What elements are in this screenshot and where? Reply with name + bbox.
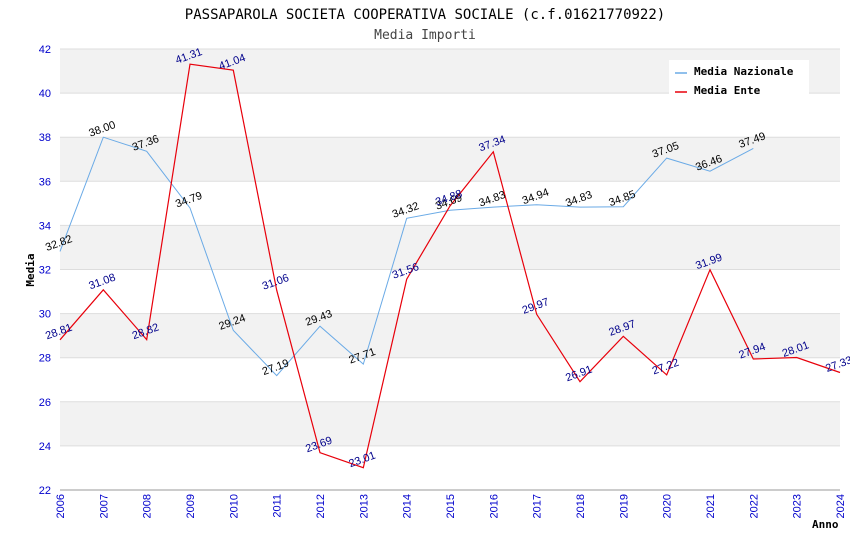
series-line-media-nazionale (59, 136, 754, 377)
y-tick-label: 22 (39, 485, 51, 497)
y-axis-label: Media (24, 253, 37, 286)
x-tick-label: 2007 (98, 494, 110, 518)
x-tick-label: 2024 (835, 494, 847, 518)
x-tick-label: 2012 (315, 494, 327, 518)
band-34-36 (60, 181, 840, 226)
y-tick-label: 32 (39, 265, 51, 277)
x-tick-label: 2015 (445, 494, 457, 518)
x-tick-label: 2017 (532, 494, 544, 518)
legend-label-media-ente: Media Ente (694, 84, 761, 97)
series-lines (59, 63, 841, 469)
x-axis-label: Anno (812, 518, 839, 531)
x-tick-label: 2020 (662, 494, 674, 518)
band-24-26 (60, 401, 840, 446)
chart-title: PASSAPAROLA SOCIETA COOPERATIVA SOCIALE … (185, 7, 665, 23)
legend-box (669, 60, 809, 98)
x-tick-label: 2021 (705, 494, 717, 518)
x-tick-label: 2019 (618, 494, 630, 518)
y-tick-label: 40 (39, 88, 51, 100)
x-tick-label: 2006 (55, 494, 67, 518)
series-line-media-ente (59, 63, 841, 469)
y-tick-label: 34 (39, 220, 51, 232)
band-26-28 (60, 357, 840, 402)
x-tick-label: 2011 (272, 494, 284, 518)
y-tick-label: 28 (39, 353, 51, 365)
plot-background-bands (60, 49, 840, 490)
band-30-32 (60, 269, 840, 314)
x-tick-label: 2018 (575, 494, 587, 518)
x-tick-label: 2023 (792, 494, 804, 518)
x-axis-ticks: 2006 2007 2008 2009 2010 2011 2012 2013 2014 2015… (55, 494, 847, 518)
y-tick-label: 42 (39, 44, 51, 56)
x-tick-label: 2008 (142, 494, 154, 518)
y-tick-label: 38 (39, 132, 51, 144)
band-32-34 (60, 225, 840, 270)
x-tick-label: 2013 (358, 494, 370, 518)
y-tick-label: 36 (39, 176, 51, 188)
legend-label-media-nazionale: Media Nazionale (694, 65, 794, 78)
chart-subtitle: Media Importi (374, 28, 476, 43)
y-tick-label: 30 (39, 309, 51, 321)
x-tick-label: 2009 (185, 494, 197, 518)
x-tick-label: 2016 (488, 494, 500, 518)
y-tick-label: 26 (39, 397, 51, 409)
band-28-30 (60, 313, 840, 358)
legend: Media Nazionale Media Ente (669, 60, 809, 98)
y-tick-label: 24 (39, 441, 51, 453)
band-36-38 (60, 137, 840, 182)
y-axis-ticks: 22 24 26 28 30 32 34 36 38 40 42 (39, 44, 51, 497)
x-tick-label: 2022 (748, 494, 760, 518)
x-tick-label: 2010 (228, 494, 240, 518)
band-22-24 (60, 445, 840, 490)
x-tick-label: 2014 (402, 494, 414, 518)
band-38-40 (60, 93, 840, 138)
